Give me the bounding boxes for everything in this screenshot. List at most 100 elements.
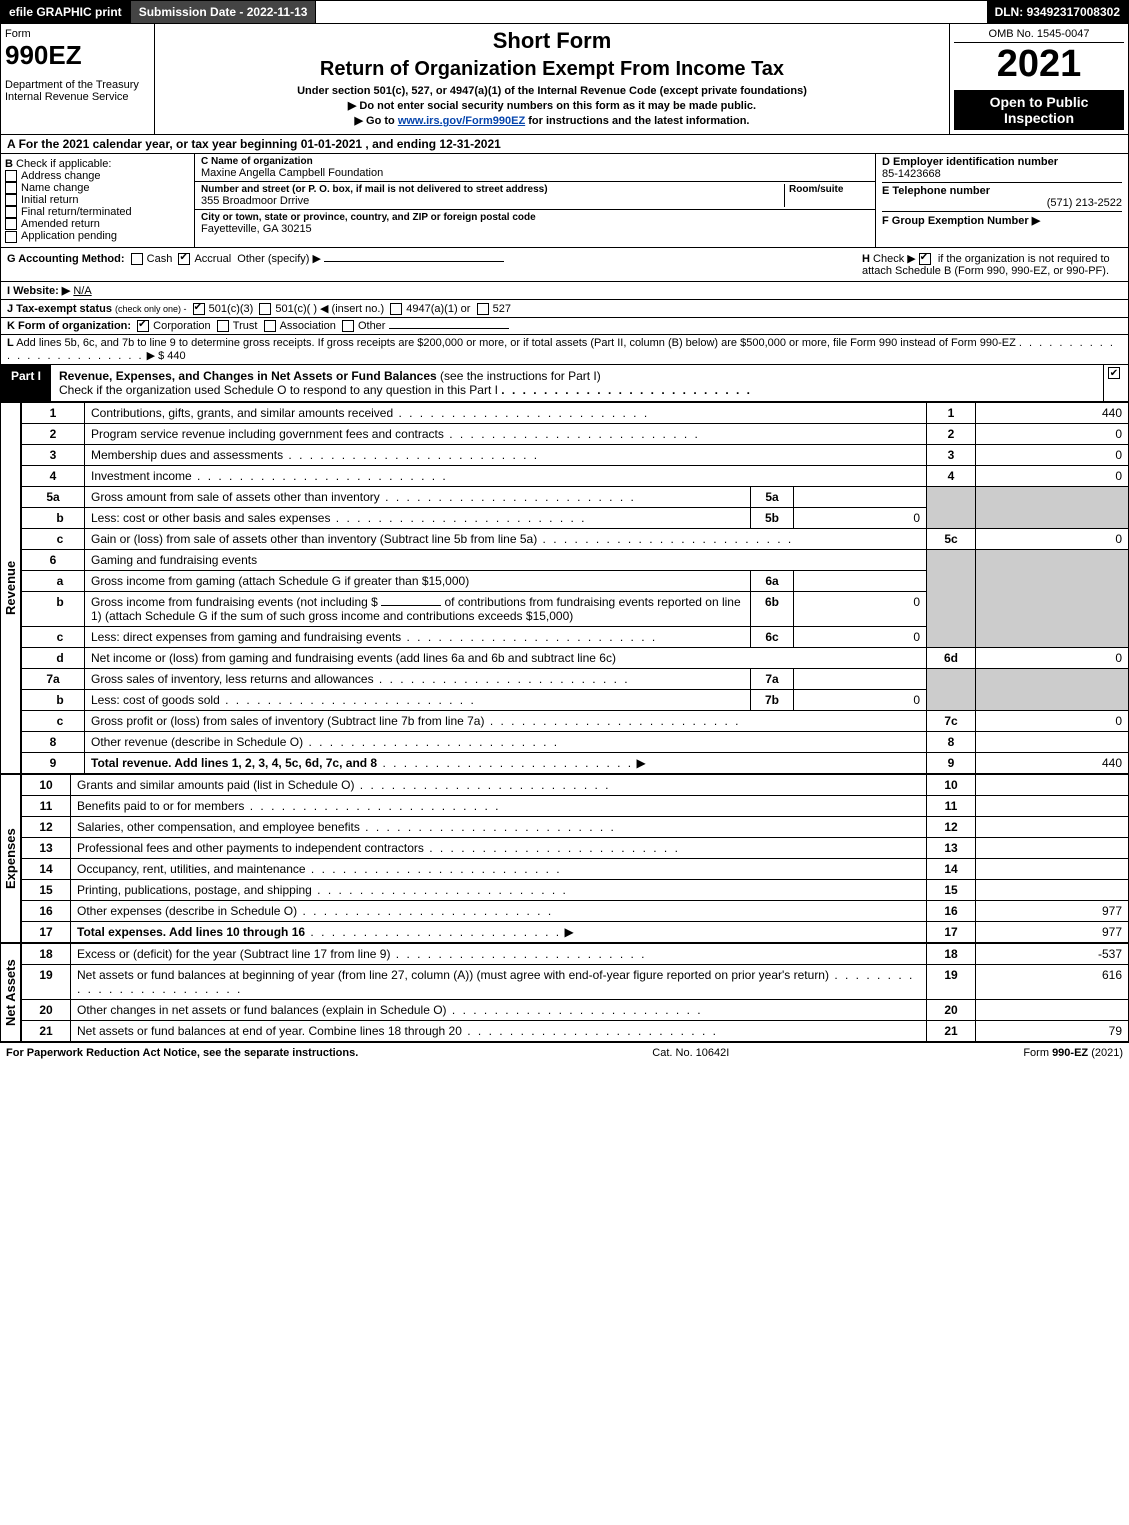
dots — [330, 511, 586, 525]
sub-date-value: 2022-11-13 — [247, 5, 308, 19]
line-desc: Contributions, gifts, grants, and simila… — [91, 406, 393, 420]
b-item-label: Application pending — [21, 230, 117, 242]
row-i: I Website: ▶ N/A — [0, 282, 1129, 300]
j-sub: (check only one) - — [115, 304, 187, 314]
k-opt: Other — [358, 320, 386, 332]
line-14: 14Occupancy, rent, utilities, and mainte… — [22, 858, 1129, 879]
line-3: 3 Membership dues and assessments 30 — [22, 444, 1129, 465]
line-4: 4 Investment income 40 — [22, 465, 1129, 486]
line-9: 9 Total revenue. Add lines 1, 2, 3, 4, 5… — [22, 752, 1129, 773]
innum: 5b — [751, 507, 794, 528]
page-footer: For Paperwork Reduction Act Notice, see … — [0, 1042, 1129, 1063]
line-desc: Printing, publications, postage, and shi… — [77, 883, 312, 897]
checkbox-icon[interactable] — [1108, 367, 1120, 379]
line-rval: 440 — [976, 752, 1129, 773]
line-desc: Gross profit or (loss) from sales of inv… — [91, 714, 484, 728]
checkbox-icon[interactable] — [178, 253, 190, 265]
k-other-line[interactable] — [389, 328, 509, 329]
g-label: G Accounting Method: — [7, 253, 125, 265]
checkbox-icon[interactable] — [137, 320, 149, 332]
e-block: E Telephone number (571) 213-2522 — [882, 183, 1122, 212]
line-16: 16Other expenses (describe in Schedule O… — [22, 900, 1129, 921]
checkbox-icon[interactable] — [264, 320, 276, 332]
checkbox-icon[interactable] — [5, 218, 17, 230]
under-section: Under section 501(c), 527, or 4947(a)(1)… — [163, 85, 941, 97]
g-other-line[interactable] — [324, 261, 504, 262]
sub-label: Submission Date - — [139, 5, 247, 19]
line-rval: 79 — [976, 1020, 1129, 1041]
line-desc: Net assets or fund balances at beginning… — [77, 968, 829, 982]
line-rval: -537 — [976, 943, 1129, 964]
line-11: 11Benefits paid to or for members11 — [22, 795, 1129, 816]
c-street-row: Number and street (or P. O. box, if mail… — [195, 182, 875, 210]
c-street-label: Number and street (or P. O. box, if mail… — [201, 184, 780, 195]
form-header: Form 990EZ Department of the Treasury In… — [0, 24, 1129, 135]
goto-link[interactable]: www.irs.gov/Form990EZ — [398, 115, 525, 127]
dots — [374, 672, 630, 686]
line-17: 17Total expenses. Add lines 10 through 1… — [22, 921, 1129, 942]
j-label: J Tax-exempt status — [7, 303, 112, 315]
line-num: 1 — [22, 402, 85, 423]
b-item-label: Initial return — [21, 194, 78, 206]
dots — [424, 841, 680, 855]
checkbox-icon[interactable] — [342, 320, 354, 332]
org-name: Maxine Angella Campbell Foundation — [201, 167, 869, 179]
line-rval: 977 — [976, 900, 1129, 921]
checkbox-icon[interactable] — [5, 194, 17, 206]
col-b: B Check if applicable: Address change Na… — [1, 154, 195, 247]
checkbox-icon[interactable] — [217, 320, 229, 332]
main-title: Return of Organization Exempt From Incom… — [163, 58, 941, 81]
goto-pre: ▶ Go to — [355, 115, 398, 127]
dots — [380, 490, 636, 504]
row-a-label: A — [7, 137, 15, 151]
line-rval: 0 — [976, 423, 1129, 444]
row-k: K Form of organization: Corporation Trus… — [0, 318, 1129, 335]
checkbox-icon[interactable] — [131, 253, 143, 265]
checkbox-icon[interactable] — [5, 182, 17, 194]
line-desc: Salaries, other compensation, and employ… — [77, 820, 360, 834]
checkbox-icon[interactable] — [477, 303, 489, 315]
line-rval — [976, 999, 1129, 1020]
h-label: H — [862, 253, 870, 265]
expenses-table: 10Grants and similar amounts paid (list … — [21, 774, 1129, 943]
checkbox-icon[interactable] — [5, 231, 17, 243]
col-def: D Employer identification number 85-1423… — [876, 154, 1128, 247]
header-center: Short Form Return of Organization Exempt… — [155, 24, 950, 134]
footer-mid: Cat. No. 10642I — [652, 1047, 729, 1059]
line-rval: 0 — [976, 647, 1129, 668]
checkbox-icon[interactable] — [193, 303, 205, 315]
blank-line[interactable] — [381, 605, 441, 606]
checkbox-icon[interactable] — [390, 303, 402, 315]
line-rval: 0 — [976, 465, 1129, 486]
dots — [305, 925, 561, 939]
line-7c: c Gross profit or (loss) from sales of i… — [22, 710, 1129, 731]
line-rval — [976, 731, 1129, 752]
line-6d: d Net income or (loss) from gaming and f… — [22, 647, 1129, 668]
checkbox-icon[interactable] — [5, 206, 17, 218]
checkbox-icon[interactable] — [259, 303, 271, 315]
line-desc: Program service revenue including govern… — [91, 427, 444, 441]
line-desc: Other expenses (describe in Schedule O) — [77, 904, 297, 918]
part1-title-sub: (see the instructions for Part I) — [440, 369, 601, 383]
k-opt: Trust — [233, 320, 258, 332]
row-gh: G Accounting Method: Cash Accrual Other … — [0, 248, 1129, 282]
h-block: H Check ▶ if the organization is not req… — [856, 252, 1122, 277]
c-name-row: C Name of organization Maxine Angella Ca… — [195, 154, 875, 182]
line-rval: 616 — [976, 964, 1129, 999]
netassets-vlabel: Net Assets — [1, 943, 21, 1042]
row-a-text: For the 2021 calendar year, or tax year … — [19, 137, 501, 151]
checkbox-icon[interactable] — [919, 253, 931, 265]
dots — [501, 383, 752, 397]
ein-value: 85-1423668 — [882, 168, 1122, 180]
dots — [393, 406, 649, 420]
topbar: efile GRAPHIC print Submission Date - 20… — [0, 0, 1129, 24]
innum: 7b — [751, 689, 794, 710]
b-item: Address change — [5, 170, 190, 182]
checkbox-icon[interactable] — [5, 170, 17, 182]
line-1: 1 Contributions, gifts, grants, and simi… — [22, 402, 1129, 423]
dots — [244, 799, 500, 813]
part1-title: Revenue, Expenses, and Changes in Net As… — [51, 365, 1103, 401]
dept-label: Department of the Treasury Internal Reve… — [5, 79, 150, 103]
efile-label[interactable]: efile GRAPHIC print — [1, 1, 131, 23]
dots — [283, 448, 539, 462]
